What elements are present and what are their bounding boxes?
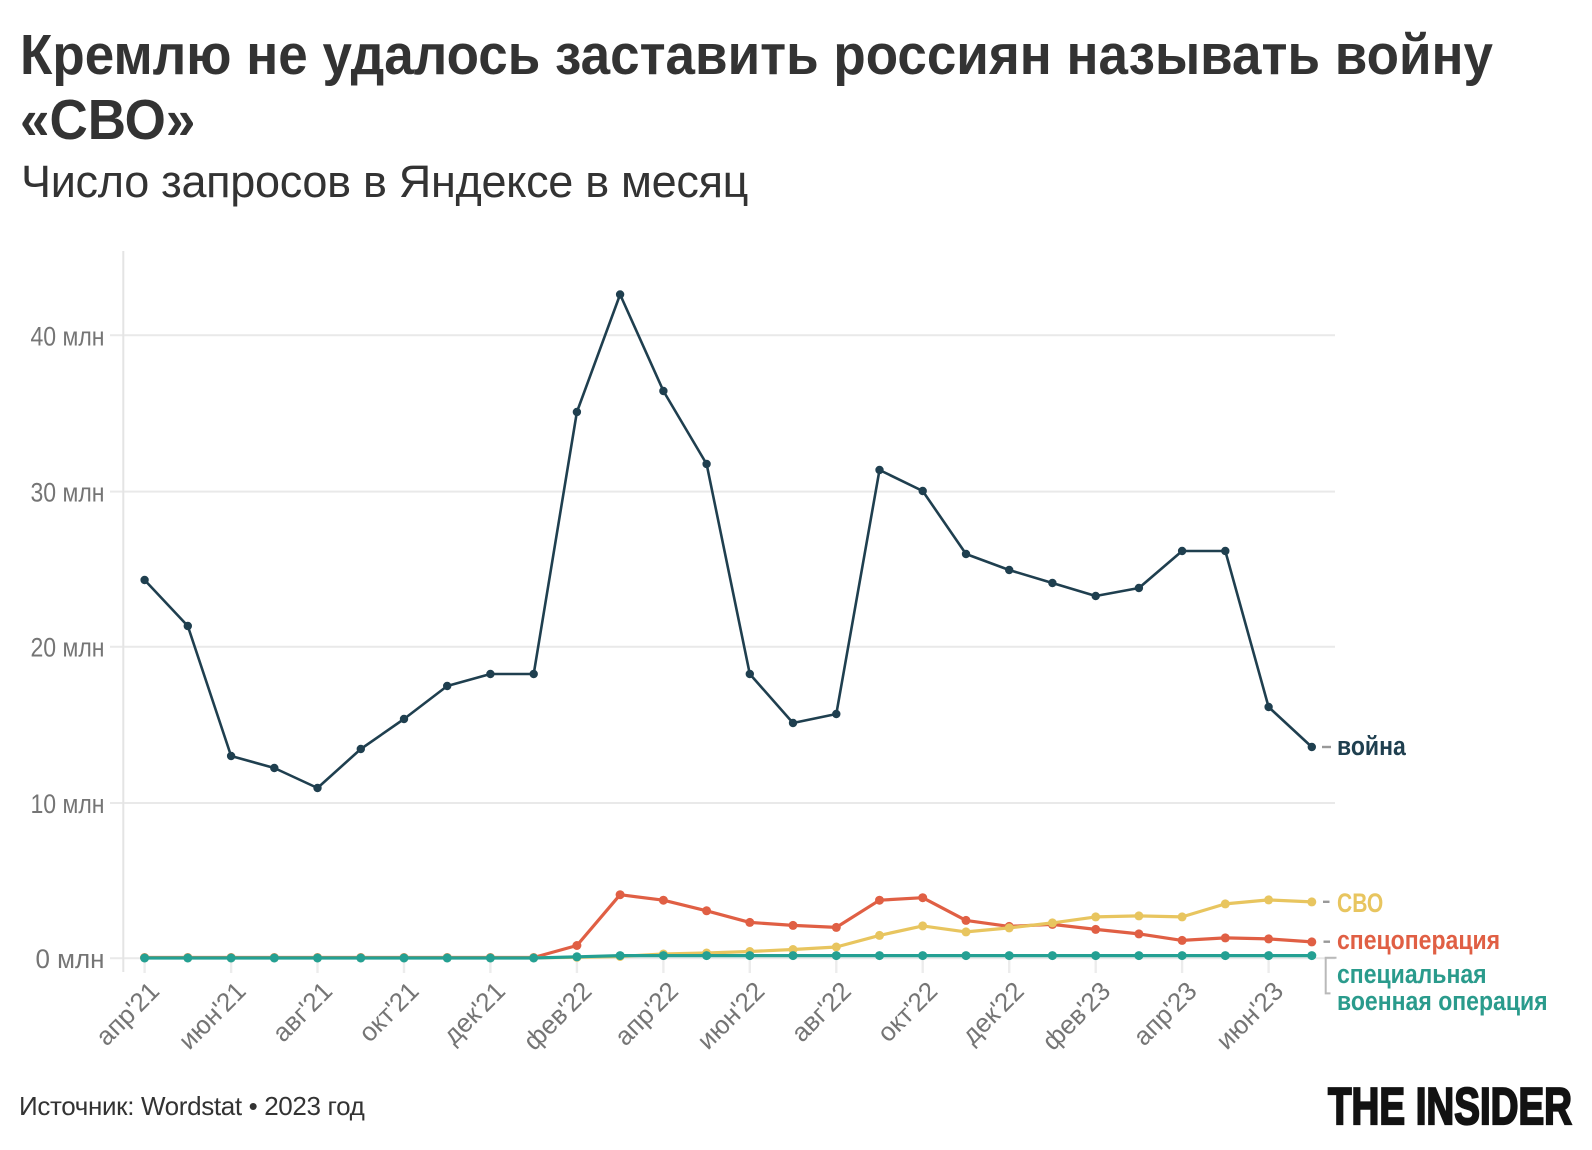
svg-text:июн'21: июн'21 — [172, 976, 251, 1055]
svg-text:30 млн: 30 млн — [31, 478, 105, 508]
svg-text:апр'22: апр'22 — [608, 976, 684, 1052]
svg-text:дек'21: дек'21 — [437, 976, 511, 1050]
svg-text:окт'21: окт'21 — [352, 976, 424, 1048]
svg-text:фев'23: фев'23 — [1036, 976, 1116, 1056]
svg-text:фев'22: фев'22 — [517, 976, 597, 1056]
svg-text:авг'21: авг'21 — [266, 976, 338, 1048]
svg-text:апр'21: апр'21 — [90, 976, 166, 1052]
svg-text:20 млн: 20 млн — [31, 633, 105, 663]
svg-text:40 млн: 40 млн — [31, 321, 105, 351]
svg-text:авг'22: авг'22 — [785, 976, 857, 1048]
svg-text:апр'23: апр'23 — [1127, 976, 1203, 1052]
svg-text:окт'22: окт'22 — [871, 976, 943, 1048]
svg-text:дек'22: дек'22 — [956, 976, 1030, 1050]
svg-text:0 млн: 0 млн — [36, 944, 105, 974]
svg-text:июн'22: июн'22 — [691, 976, 770, 1055]
svg-text:июн'23: июн'23 — [1210, 976, 1289, 1055]
svg-text:10 млн: 10 млн — [31, 789, 105, 819]
